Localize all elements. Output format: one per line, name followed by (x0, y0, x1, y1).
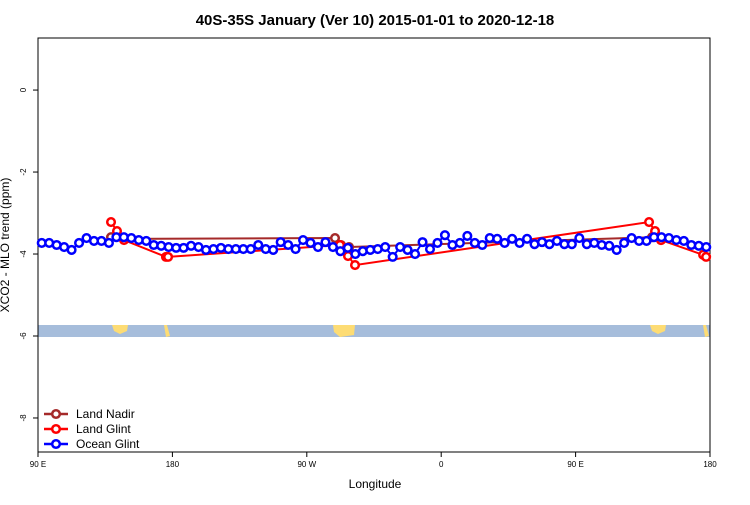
point (439, 230, 450, 241)
point (410, 248, 421, 260)
point (105, 216, 117, 228)
point (499, 237, 510, 249)
point (492, 233, 503, 244)
chart-title: 40S-35S January (Ver 10) 2015-01-01 to 2… (196, 12, 555, 29)
y-tick-label: -2 (19, 168, 28, 176)
point (514, 237, 525, 249)
point (477, 239, 488, 251)
land (333, 325, 355, 337)
point (432, 237, 443, 249)
point (312, 241, 324, 253)
point (619, 237, 630, 249)
x-tick-label: 90 W (297, 460, 316, 469)
ocean-band (38, 325, 710, 337)
x-tick-label: 0 (439, 460, 444, 469)
point (253, 239, 264, 251)
series (36, 230, 712, 262)
point (320, 237, 331, 248)
legend-item: Land Glint (44, 422, 131, 436)
point (103, 237, 114, 249)
legend-item: Ocean Glint (44, 437, 140, 451)
point (290, 244, 301, 255)
point (417, 237, 428, 248)
x-axis-label: Longitude (349, 477, 402, 491)
legend-label: Land Glint (76, 422, 131, 436)
point (424, 244, 436, 255)
y-tick-label: -4 (19, 250, 28, 258)
point (454, 237, 465, 249)
point (74, 237, 85, 249)
point (329, 232, 341, 244)
point (283, 239, 294, 251)
point (462, 230, 473, 242)
point (349, 260, 361, 271)
point (141, 235, 152, 246)
point (678, 235, 689, 246)
y-axis-label: XCO2 - MLO trend (ppm) (0, 178, 12, 313)
point (641, 235, 652, 246)
point (574, 232, 585, 244)
point (644, 216, 655, 228)
land (650, 325, 666, 334)
legend-label: Land Nadir (76, 407, 135, 421)
land (164, 325, 170, 337)
land (703, 325, 709, 337)
point (604, 240, 615, 251)
point (342, 242, 353, 253)
x-tick-label: 90 E (567, 460, 583, 469)
point (163, 251, 174, 262)
x-tick-label: 180 (166, 460, 180, 469)
map-strip (38, 325, 710, 337)
point (701, 241, 712, 253)
point (507, 233, 518, 244)
y-tick-label: -6 (19, 332, 28, 340)
point (380, 241, 391, 253)
legend-label: Ocean Glint (76, 437, 140, 451)
point (305, 237, 316, 249)
point (566, 239, 577, 250)
point (245, 244, 256, 255)
x-tick-label: 90 E (30, 460, 46, 469)
point (327, 241, 338, 253)
point (701, 251, 712, 262)
x-tick-label: 180 (703, 460, 717, 469)
point (387, 251, 398, 262)
land (112, 325, 128, 334)
legend-marker (50, 438, 62, 450)
point (611, 244, 622, 255)
point (402, 244, 413, 255)
legend-marker (50, 423, 62, 435)
point (268, 244, 279, 255)
point (522, 233, 533, 244)
point (66, 244, 77, 255)
legend-item: Land Nadir (44, 407, 135, 421)
y-tick-label: -8 (19, 414, 28, 422)
y-tick-label: 0 (19, 87, 28, 92)
legend-marker (50, 408, 62, 420)
